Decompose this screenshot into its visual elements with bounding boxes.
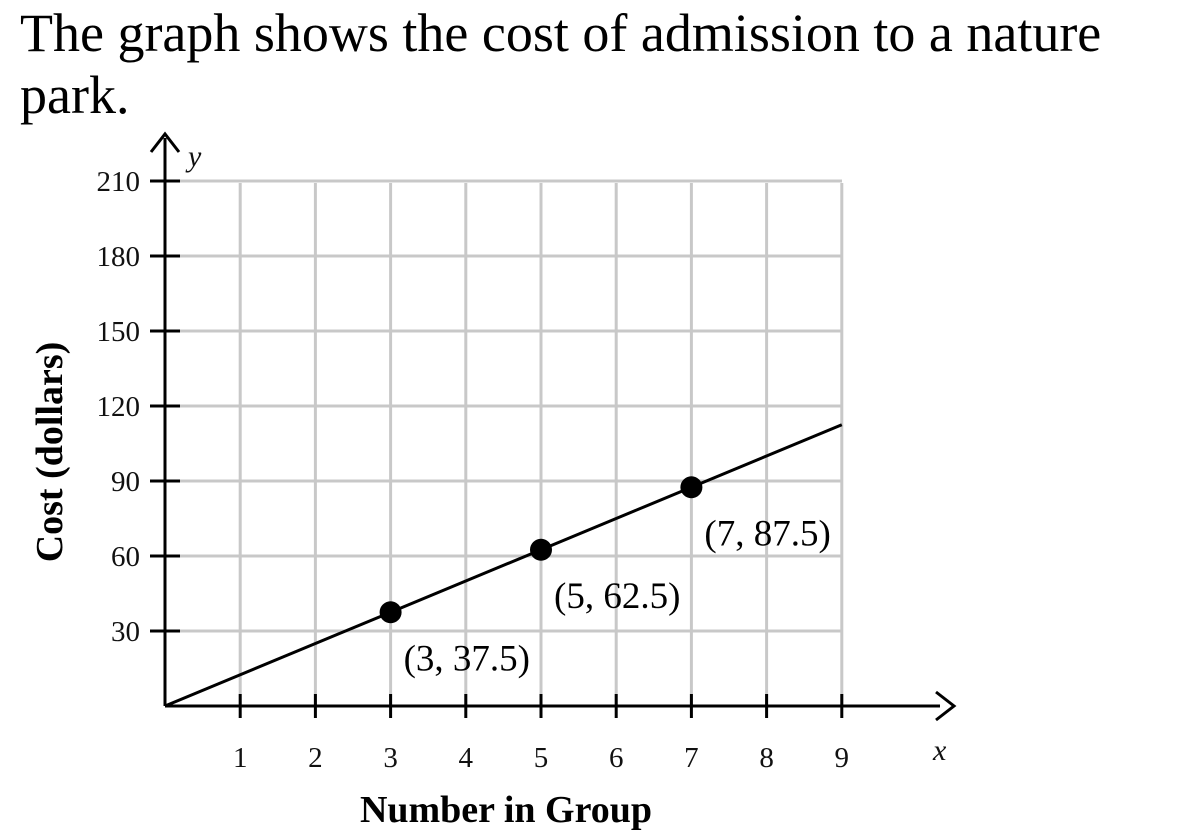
y-tick-label: 120 (97, 391, 141, 423)
y-axis-letter: y (185, 140, 202, 173)
y-tick-label: 150 (97, 316, 141, 348)
y-tick-label: 210 (97, 166, 141, 198)
data-point-label: (3, 37.5) (404, 638, 530, 679)
x-axis-letter: x (932, 734, 947, 767)
grid (165, 179, 844, 706)
data-point (379, 601, 402, 624)
y-tick-label: 180 (97, 241, 141, 273)
series: (3, 37.5) (5, 62.5) (7, 87.5) (164, 423, 843, 708)
x-tick-label: 7 (684, 742, 699, 774)
y-tick-label: 60 (111, 541, 140, 573)
axes (149, 131, 957, 722)
ticks: 1 2 3 4 5 6 7 8 9 30 60 90 120 150 180 210 (97, 166, 850, 774)
data-point-label: (7, 87.5) (704, 513, 830, 554)
labels: x y Number in Group Cost (dollars) (29, 140, 947, 831)
question-text: The graph shows the cost of admission to… (20, 3, 1102, 125)
x-tick-label: 8 (759, 742, 774, 774)
data-point (530, 538, 552, 561)
x-tick-label: 2 (308, 742, 323, 774)
y-tick-label: 30 (111, 616, 140, 648)
y-tick-label: 90 (111, 466, 140, 498)
x-tick-label: 1 (233, 742, 248, 774)
x-tick-label: 9 (835, 742, 850, 774)
data-point-label: (5, 62.5) (554, 576, 680, 617)
x-axis-arrow (935, 690, 957, 722)
x-axis-title: Number in Group (360, 789, 652, 831)
cost-line (164, 423, 843, 708)
x-tick-label: 3 (383, 742, 398, 774)
x-tick-label: 6 (609, 742, 624, 774)
y-axis-arrow (149, 131, 181, 153)
x-tick-label: 5 (534, 742, 549, 774)
x-tick-label: 4 (459, 742, 474, 774)
y-axis-title: Cost (dollars) (29, 342, 71, 563)
data-point (680, 476, 703, 499)
